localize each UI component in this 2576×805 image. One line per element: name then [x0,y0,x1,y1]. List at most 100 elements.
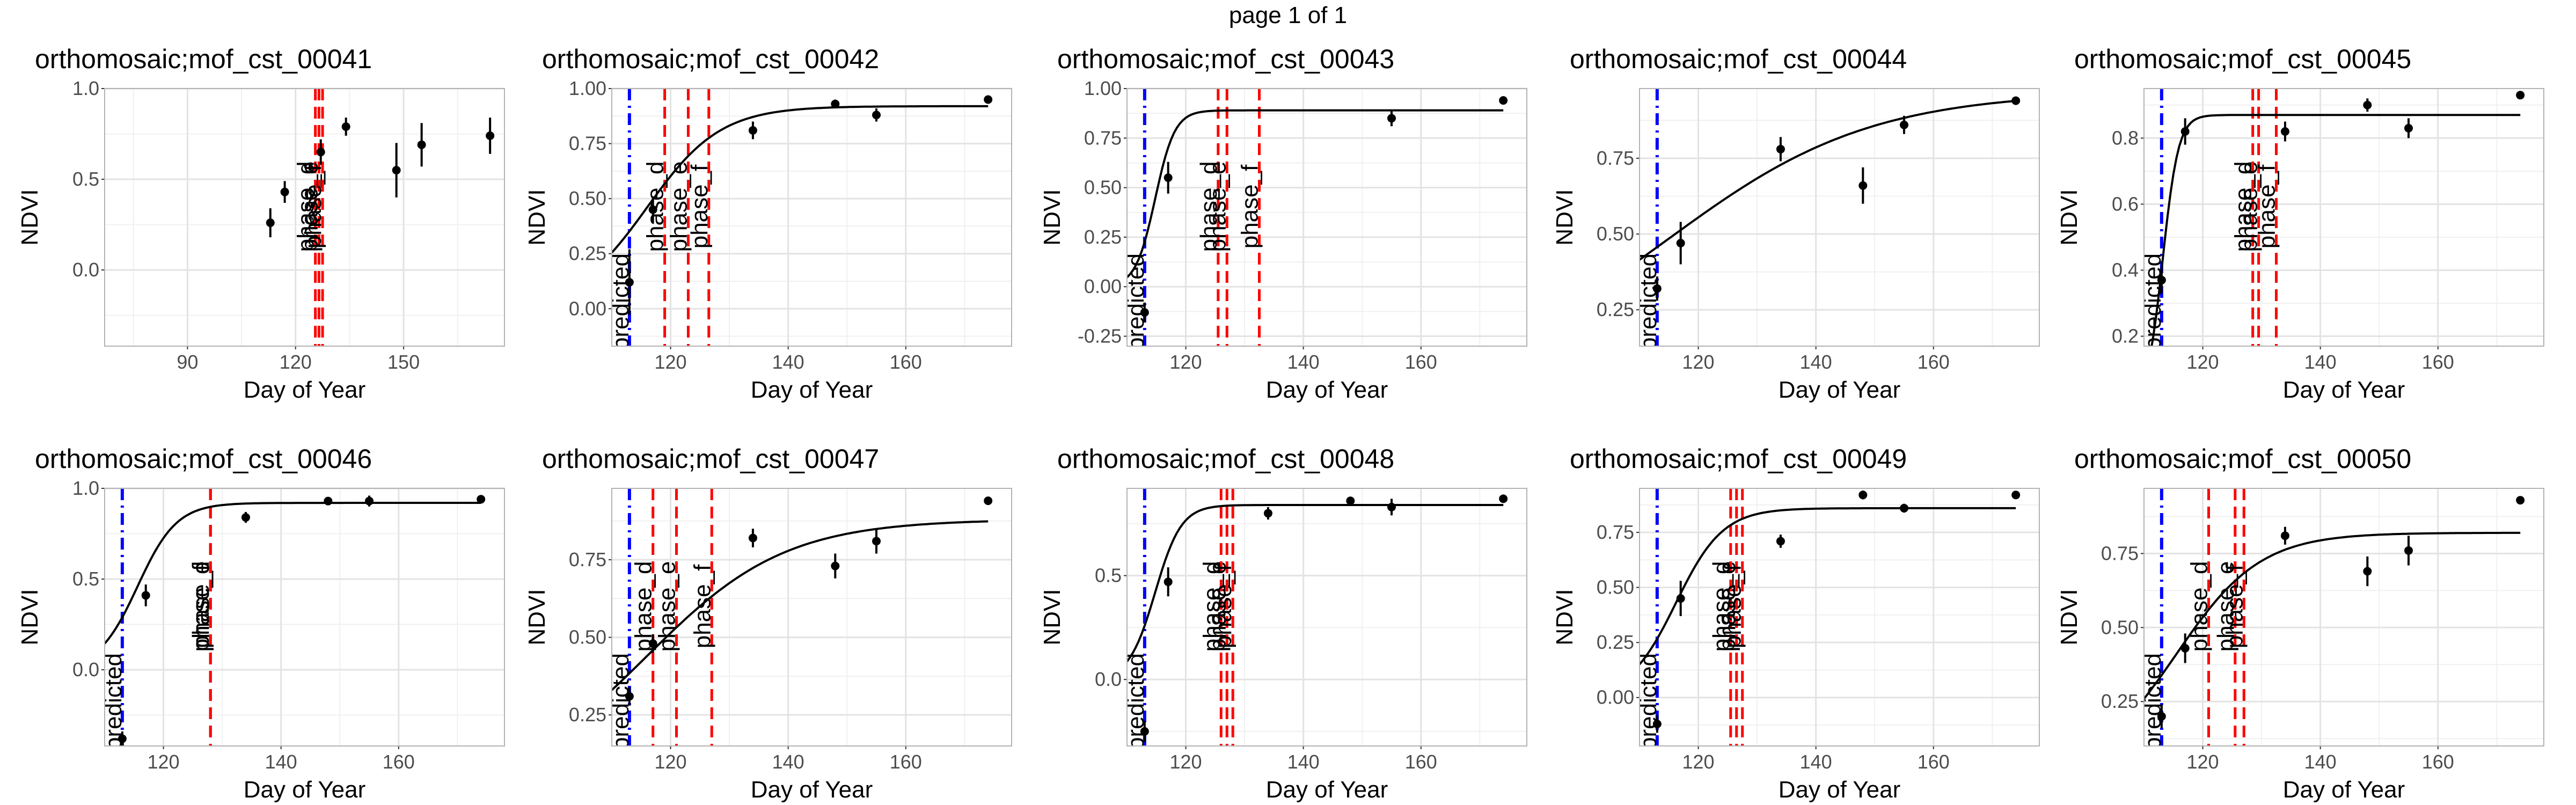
fitted-curve [1127,109,1504,279]
data-point [324,496,333,506]
y-axis-label: NDVI [1039,589,1065,645]
x-tick-label: 140 [1287,751,1320,773]
y-tick-label: 1.00 [569,77,606,99]
y-axis-label: NDVI [17,589,43,645]
data-point [1140,308,1149,317]
data-point [486,131,495,140]
data-point [1652,284,1662,293]
y-tick-label: -0.25 [1078,325,1122,347]
chart-panel: orthomosaic;mof_cst_00043 120 140 160 -0.25 0… [1039,44,1527,403]
plot-area [2144,89,2544,346]
data-point [392,166,401,175]
chart-title: orthomosaic;mof_cst_00045 [2074,44,2411,74]
fitted-curve [612,520,989,691]
chart-title: orthomosaic;mof_cst_00042 [542,44,879,74]
data-point [1676,594,1685,603]
chart-panel: orthomosaic;mof_cst_00047 120 140 160 0.25 0.… [524,444,1012,803]
chart-panel: orthomosaic;mof_cst_00050 120 140 160 0.25 0.… [2056,444,2544,803]
plot-border [104,488,505,747]
y-tick-label: 0.5 [1095,565,1122,587]
x-tick-label: 160 [890,351,922,373]
x-tick-label: 160 [890,751,922,773]
data-point [2180,643,2190,653]
data-point [1900,503,1909,513]
data-point [748,533,757,543]
plot-area [1127,488,1527,746]
phase-label: phase_e [2236,162,2263,252]
x-tick-label: 160 [1405,351,1437,373]
x-axis-label: Day of Year [2283,377,2405,403]
y-tick-label: 0.25 [1084,226,1122,248]
y-tick-label: 0.5 [72,568,99,590]
plot-area [2144,488,2544,746]
x-axis-label: Day of Year [751,377,873,403]
x-tick-label: 120 [2187,751,2219,773]
data-point [1676,239,1685,247]
plot-area [612,488,1012,746]
fitted-curve [1127,504,1504,662]
plot-border [2143,488,2544,747]
predicted-label: predicted [100,653,127,750]
y-tick-label: 0.0 [1095,668,1122,690]
data-point [2011,96,2021,105]
x-tick-label: 120 [148,751,180,773]
phase-label: phase_e [1204,162,1231,252]
phase-label: phase_e [1204,561,1231,652]
data-point [984,95,993,104]
x-axis-label: Day of Year [1779,377,1901,403]
chart-panel: orthomosaic;mof_cst_00042 120 140 160 0.00 0.… [524,44,1012,403]
x-tick-label: 90 [177,351,198,373]
data-point [2157,712,2166,721]
data-point [984,496,993,506]
y-tick-label: 0.2 [2112,325,2139,347]
plot-border [611,88,1012,347]
data-point [625,692,634,701]
x-tick-label: 120 [1170,351,1202,373]
y-tick-label: 0.25 [1597,631,1634,653]
data-point [1140,727,1149,736]
plot-border [611,488,1012,747]
data-point [2404,546,2413,555]
data-point [1858,491,1868,500]
y-tick-label: 0.0 [72,259,99,281]
chart-title: orthomosaic;mof_cst_00048 [1057,444,1394,474]
phase-label: phase_f [686,164,713,248]
x-tick-label: 160 [1405,751,1437,773]
x-axis-label: Day of Year [751,777,873,803]
y-tick-label: 0.50 [1597,576,1634,598]
y-tick-label: 0.75 [2101,542,2139,564]
fitted-curve [612,105,989,254]
y-tick-label: 0.75 [1597,147,1634,169]
y-tick-label: 0.75 [569,548,606,570]
page-title: page 1 of 1 [1228,2,1348,28]
x-tick-label: 160 [1918,751,1950,773]
x-tick-label: 140 [1287,351,1320,373]
y-tick-label: 0.25 [569,704,606,726]
chart-title: orthomosaic;mof_cst_00049 [1570,444,1907,474]
plot-border [1639,88,2040,347]
chart-panel: orthomosaic;mof_cst_00048 120 140 160 0.0 0.5… [1039,444,1527,803]
phase-label: phase_e [296,162,323,252]
y-axis-label: NDVI [1552,189,1578,245]
fitted-curve [2144,531,2521,700]
data-point [2363,567,2372,576]
y-axis-label: NDVI [2056,189,2082,245]
data-point [2280,531,2289,540]
plot-border [1126,488,1527,747]
fitted-curve [1640,100,2016,261]
y-tick-label: 0.4 [2112,259,2139,281]
data-point [1163,173,1173,182]
x-tick-label: 140 [1800,351,1832,373]
x-axis-label: Day of Year [1779,777,1901,803]
data-point [2280,127,2289,136]
chart-panel: orthomosaic;mof_cst_00046 120 140 160 0.0 0.5… [17,444,505,803]
chart-title: orthomosaic;mof_cst_00046 [35,444,372,474]
data-point [2404,123,2413,133]
x-tick-label: 120 [655,351,687,373]
data-point [831,561,840,570]
plot-area [105,89,504,346]
